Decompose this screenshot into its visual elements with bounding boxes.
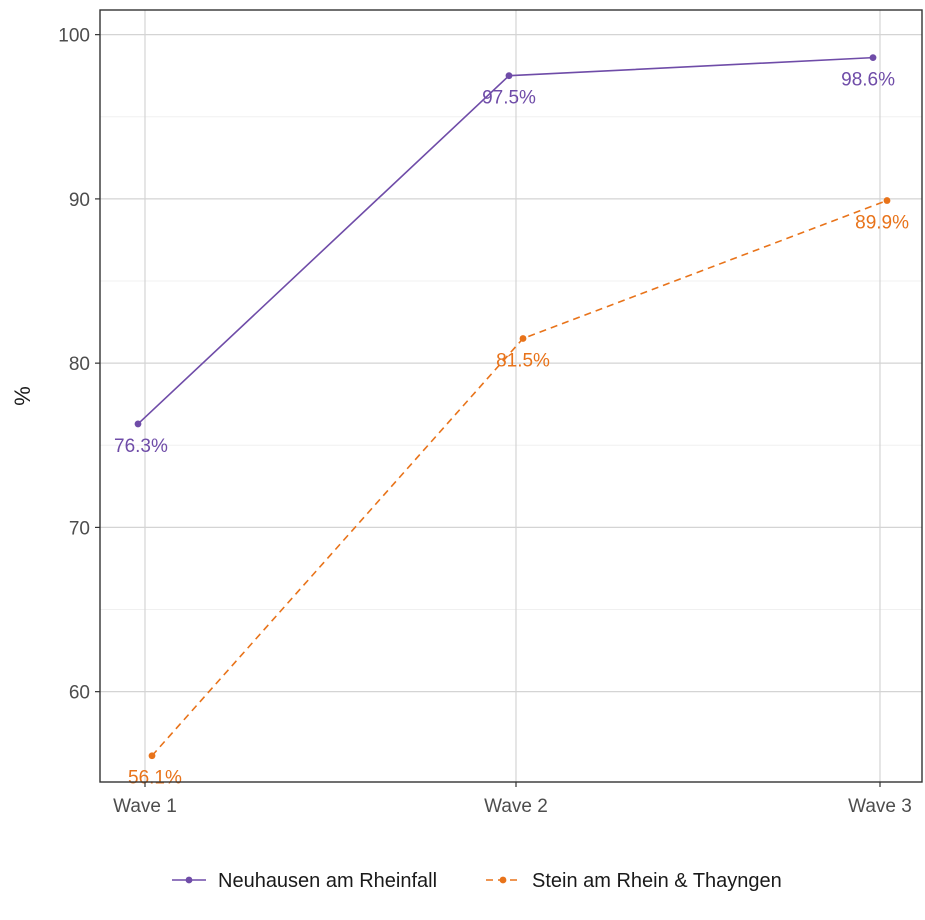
legend-label: Stein am Rhein & Thayngen [532,870,782,892]
x-tick-label: Wave 3 [848,796,912,817]
axes: 60 70 80 90 100 Wave 1 Wave 2 Wave 3 [58,26,912,817]
y-tick-label: 70 [69,518,90,539]
legend-key-point [499,876,507,884]
legend: Neuhausen am Rheinfall Stein am Rhein & T… [172,870,782,892]
data-point [148,752,156,760]
y-tick-label: 60 [69,683,90,704]
data-label: 89.9% [855,213,909,234]
data-point [519,335,527,342]
x-tick-label: Wave 2 [484,796,548,817]
data-label: 81.5% [496,351,550,372]
data-point [134,420,142,428]
data-label: 56.1% [128,768,182,789]
y-tick-label: 90 [69,190,90,211]
data-label: 76.3% [114,436,168,457]
data-point [883,197,891,204]
data-labels: 76.3% 97.5% 98.6% 56.1% 81.5% 89.9% [114,70,909,789]
y-tick-label: 80 [69,354,90,375]
data-label: 98.6% [841,70,895,91]
data-point [869,54,877,62]
series-layer [134,54,891,760]
data-label: 97.5% [482,88,536,109]
legend-label: Neuhausen am Rheinfall [218,870,437,892]
data-point [505,72,513,80]
legend-key-point [185,876,193,884]
grid [100,10,922,782]
plot-panel-border [99,9,923,783]
series-line [151,199,888,757]
x-tick-label: Wave 1 [113,796,177,817]
y-axis-title: % [10,386,35,406]
y-tick-label: 100 [58,26,90,47]
